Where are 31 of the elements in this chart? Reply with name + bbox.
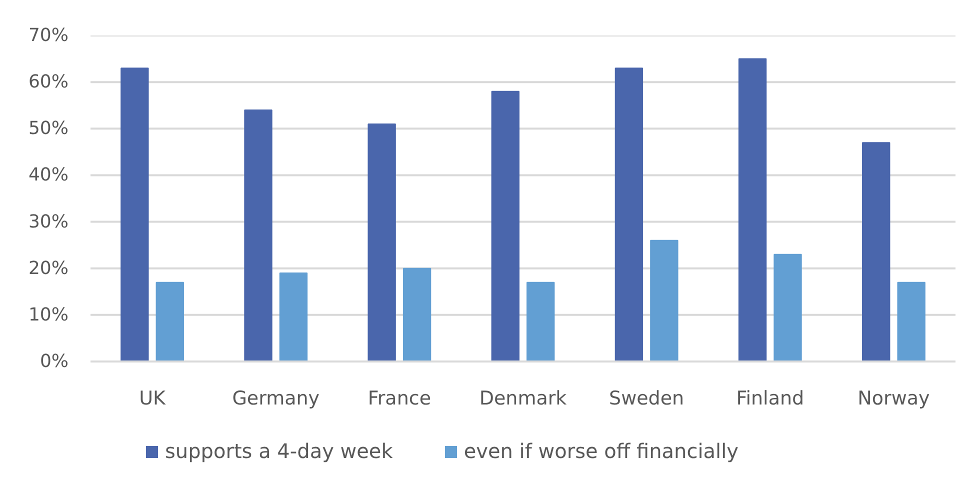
bar [120, 68, 149, 362]
bar [650, 240, 678, 362]
bar [402, 268, 432, 362]
x-tick-label: Finland [736, 388, 804, 410]
bar [244, 110, 272, 362]
x-tick-label: Denmark [479, 388, 567, 410]
y-tick-label: 70% [28, 25, 69, 46]
bar [614, 68, 644, 362]
y-tick-label: 10% [28, 304, 69, 326]
legend-label: supports a 4-day week [165, 439, 393, 463]
bar [279, 272, 308, 362]
bar [897, 282, 926, 362]
y-tick-label: 0% [40, 351, 69, 372]
bar [526, 282, 555, 362]
y-tick-label: 30% [28, 211, 69, 232]
legend-label: even if worse off financially [464, 439, 738, 463]
bar [491, 90, 520, 362]
y-tick-label: 40% [28, 164, 69, 186]
y-tick-label: 20% [28, 258, 69, 279]
y-tick-label: 50% [28, 118, 69, 140]
x-tick-label: Sweden [609, 388, 684, 410]
x-tick-label: UK [139, 388, 166, 410]
x-tick-label: France [368, 388, 432, 410]
x-tick-label: Norway [858, 388, 930, 410]
bar [774, 254, 802, 362]
bar [862, 142, 890, 362]
x-tick-label: Germany [232, 388, 320, 410]
bar [368, 123, 396, 362]
y-tick-label: 60% [28, 72, 69, 93]
bar [156, 282, 184, 362]
bar [738, 58, 767, 362]
